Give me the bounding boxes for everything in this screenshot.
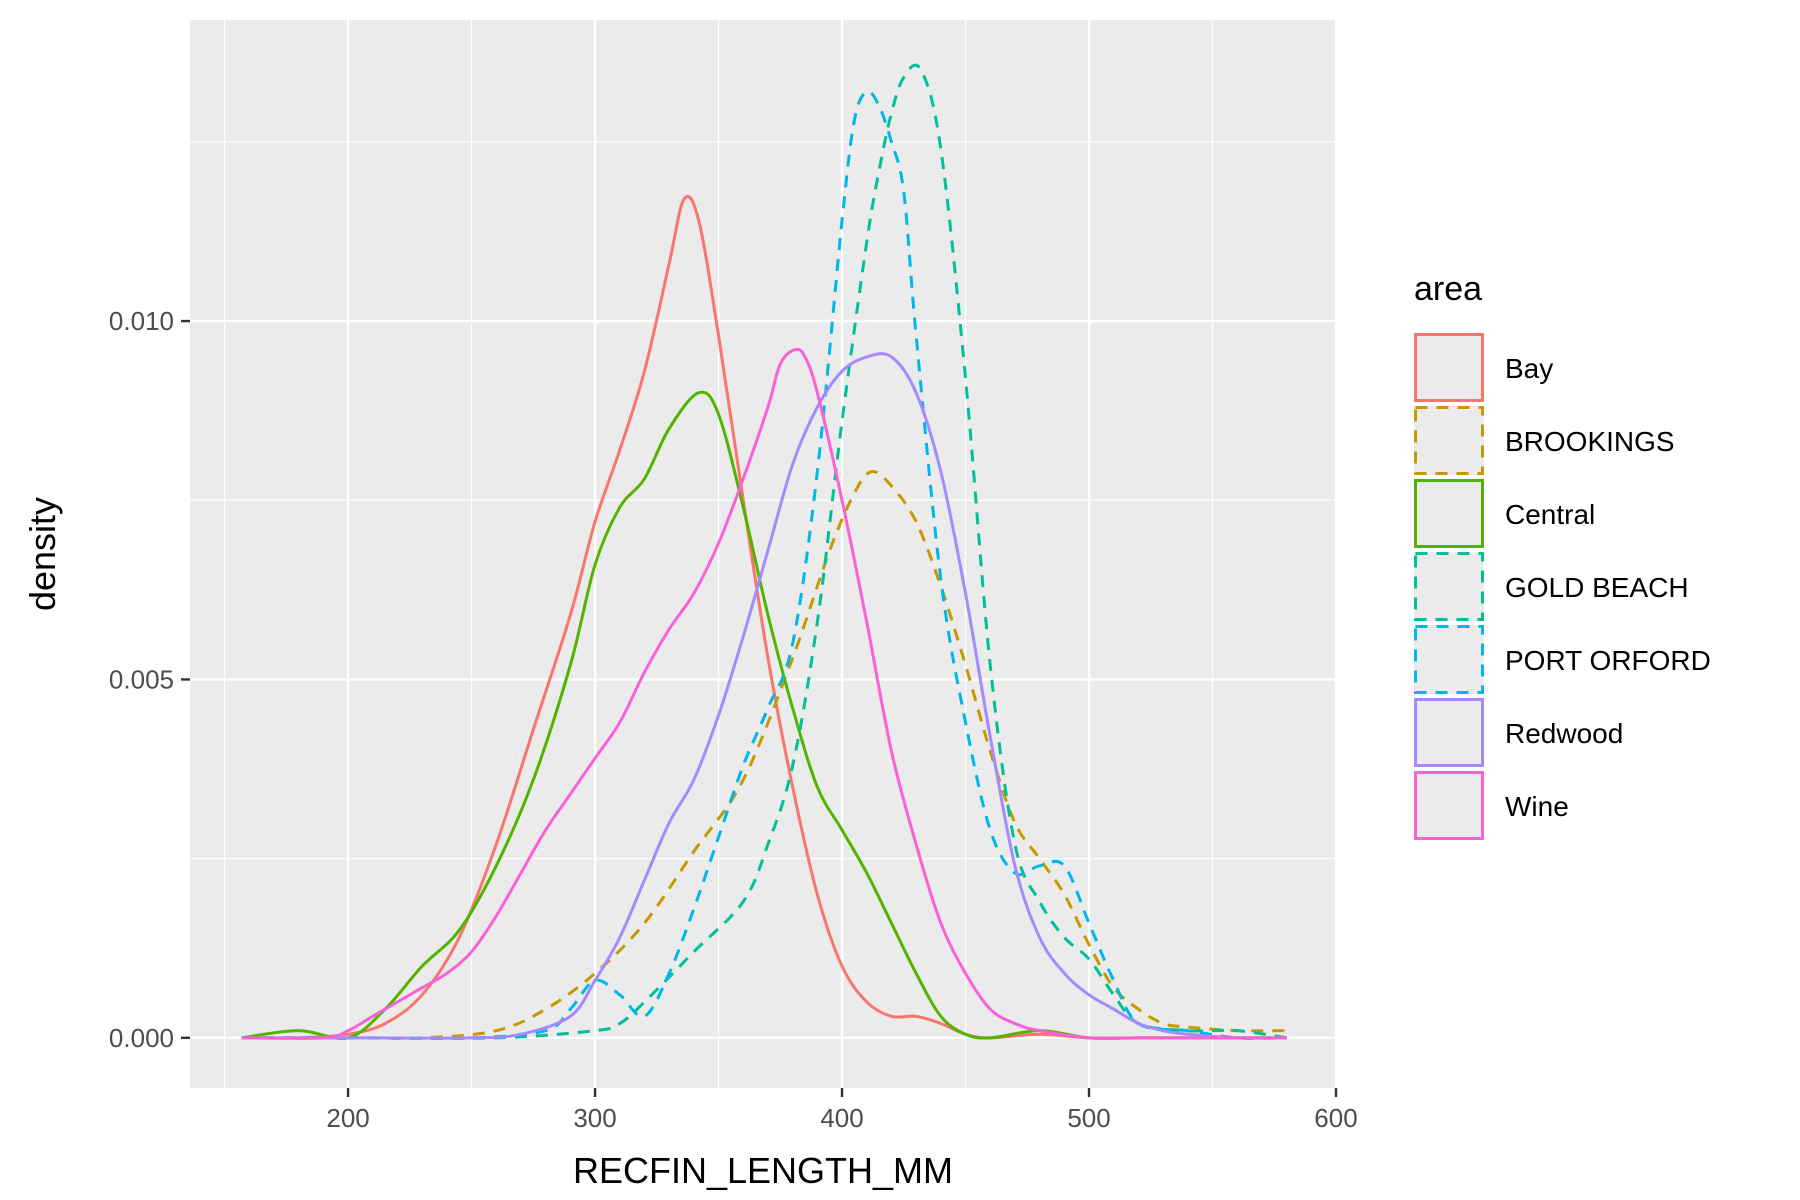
x-tick-label: 300: [573, 1103, 616, 1133]
density-curve-port-orford: [241, 89, 1287, 1040]
legend-key-gold-beach: [1414, 552, 1484, 621]
plot-panel: [190, 20, 1336, 1088]
legend-key-bg: [1414, 406, 1484, 475]
x-tick-label: 500: [1067, 1103, 1110, 1133]
legend-key-bg: [1414, 552, 1484, 621]
legend-title: area: [1414, 270, 1482, 308]
legend-label-central: Central: [1505, 499, 1595, 530]
y-tick-label: 0.010: [109, 306, 174, 336]
x-axis-title: RECFIN_LENGTH_MM: [573, 1150, 953, 1191]
legend: area Bay BROOKINGS Central GOLD BEACH PORT O…: [1414, 270, 1711, 840]
legend-label-port-orford: PORT ORFORD: [1505, 645, 1711, 676]
legend-key-bg: [1414, 698, 1484, 767]
legend-label-gold-beach: GOLD BEACH: [1505, 572, 1689, 603]
legend-key-bg: [1414, 333, 1484, 402]
x-tick-label: 400: [820, 1103, 863, 1133]
legend-label-wine: Wine: [1505, 791, 1569, 822]
legend-key-bg: [1414, 771, 1484, 840]
minor-gridlines: [190, 20, 1336, 1088]
density-curve-wine: [241, 347, 1287, 1040]
x-tick-label: 200: [326, 1103, 369, 1133]
legend-key-wine: [1414, 771, 1484, 840]
legend-label-brookings: BROOKINGS: [1505, 426, 1675, 457]
legend-key-port-orford: [1414, 625, 1484, 694]
legend-label-bay: Bay: [1505, 353, 1553, 384]
density-curve-redwood: [241, 352, 1287, 1040]
legend-key-bg: [1414, 625, 1484, 694]
legend-key-central: [1414, 479, 1484, 548]
density-curves: [241, 63, 1287, 1041]
x-axis: 200 300 400 500 600: [326, 1088, 1358, 1133]
density-curve-central: [241, 390, 1287, 1041]
legend-key-bay: [1414, 333, 1484, 402]
y-tick-label: 0.005: [109, 664, 174, 694]
y-axis: 0.000 0.005 0.010: [109, 306, 190, 1053]
density-curve-brookings: [241, 470, 1287, 1040]
y-tick-label: 0.000: [109, 1023, 174, 1053]
x-tick-label: 600: [1314, 1103, 1357, 1133]
legend-key-bg: [1414, 479, 1484, 548]
legend-key-redwood: [1414, 698, 1484, 767]
legend-label-redwood: Redwood: [1505, 718, 1623, 749]
y-axis-title: density: [22, 497, 63, 611]
legend-key-brookings: [1414, 406, 1484, 475]
